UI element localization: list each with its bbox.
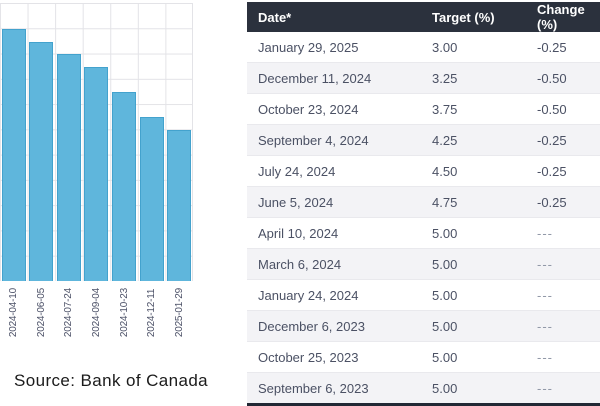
change-cell: -0.25	[537, 194, 567, 210]
date-cell: June 5, 2024	[258, 194, 334, 210]
date-cell: April 10, 2024	[258, 225, 339, 241]
bar-2024-10-23	[112, 92, 137, 281]
target-cell: 5.00	[432, 287, 458, 303]
bar-slot	[28, 4, 56, 281]
x-tick-label-text: 2024-06-05	[35, 288, 47, 338]
x-tick-label: 2024-07-24	[55, 288, 83, 337]
change-cell: -0.25	[537, 39, 567, 55]
bar-slot	[55, 4, 83, 281]
table-row: April 10, 2024 5.00 ---	[247, 217, 600, 249]
target-cell: 4.25	[432, 132, 458, 148]
change-cell: ---	[537, 256, 553, 272]
change-cell: ---	[537, 318, 553, 334]
target-cell: 3.75	[432, 101, 458, 117]
table-row: October 23, 2024 3.75 -0.50	[247, 93, 600, 125]
x-tick-label: 2024-06-05	[28, 288, 56, 337]
x-tick-label-text: 2024-04-10	[8, 288, 20, 338]
change-cell: -0.25	[537, 163, 567, 179]
column-header-date: Date*	[247, 2, 432, 32]
bar-slot	[110, 4, 138, 281]
table-row: December 6, 2023 5.00 ---	[247, 310, 600, 342]
date-cell: July 24, 2024	[258, 163, 336, 179]
target-cell: 5.00	[432, 349, 458, 365]
table-row: December 11, 2024 3.25 -0.50	[247, 62, 600, 94]
date-cell: October 25, 2023	[258, 349, 359, 365]
date-cell: December 11, 2024	[258, 70, 372, 86]
table-row: June 5, 2024 4.75 -0.25	[247, 186, 600, 218]
column-header-change: Change (%)	[537, 2, 600, 32]
target-cell: 5.00	[432, 225, 458, 241]
x-tick-label-text: 2024-12-11	[146, 288, 158, 338]
table-row: October 25, 2023 5.00 ---	[247, 341, 600, 373]
table-row: September 4, 2024 4.25 -0.25	[247, 124, 600, 156]
bar-2024-07-24	[56, 54, 81, 281]
change-cell: -0.25	[537, 132, 567, 148]
table-row: January 24, 2024 5.00 ---	[247, 279, 600, 311]
x-tick-label: 2024-10-23	[110, 288, 138, 337]
target-cell: 4.50	[432, 163, 458, 179]
header-row: Date* Target (%) Change (%)	[247, 2, 600, 32]
table-row: January 29, 2025 3.00 -0.25	[247, 32, 600, 63]
bar-slot	[138, 4, 166, 281]
x-tick-label: 2024-09-04	[83, 288, 111, 337]
policy-rate-bar-chart	[0, 3, 193, 281]
target-cell: 5.00	[432, 380, 458, 396]
change-cell: ---	[537, 225, 553, 241]
bar-2024-06-05	[29, 41, 54, 281]
chart-plot-area	[0, 3, 193, 281]
rate-table: Date* Target (%) Change (%) January 29, …	[247, 2, 600, 406]
date-cell: December 6, 2023	[258, 318, 365, 334]
x-tick-label-text: 2024-10-23	[118, 288, 130, 338]
target-cell: 3.25	[432, 70, 458, 86]
x-tick-label: 2024-12-11	[138, 288, 166, 337]
column-header-target: Target (%)	[432, 2, 537, 32]
date-cell: March 6, 2024	[258, 256, 342, 272]
x-tick-label-text: 2025-01-29	[173, 288, 185, 338]
table-row: March 6, 2024 5.00 ---	[247, 248, 600, 280]
change-cell: ---	[537, 380, 553, 396]
bar-2024-04-10	[1, 29, 26, 281]
bar-slot	[83, 4, 111, 281]
bar-2024-09-04	[84, 66, 109, 281]
x-tick-label: 2024-04-10	[0, 288, 28, 337]
bar-slot	[0, 4, 28, 281]
table-row: July 24, 2024 4.50 -0.25	[247, 155, 600, 187]
date-cell: January 24, 2024	[258, 287, 359, 303]
change-cell: -0.50	[537, 70, 567, 86]
chart-bars	[0, 4, 192, 281]
chart-x-axis-labels: 2024-04-10 2024-06-05 2024-07-24 2024-09-04…	[0, 288, 193, 337]
date-cell: September 6, 2023	[258, 380, 369, 396]
rate-table-header: Date* Target (%) Change (%)	[247, 2, 600, 32]
table-row: September 6, 2023 5.00 ---	[247, 372, 600, 405]
date-cell: January 29, 2025	[258, 39, 359, 55]
target-cell: 5.00	[432, 318, 458, 334]
target-cell: 5.00	[432, 256, 458, 272]
x-tick-label-text: 2024-07-24	[63, 288, 75, 338]
change-cell: ---	[537, 287, 553, 303]
target-cell: 3.00	[432, 39, 458, 55]
bar-slot	[165, 4, 193, 281]
target-cell: 4.75	[432, 194, 458, 210]
bar-2025-01-29	[167, 129, 192, 281]
change-cell: -0.50	[537, 101, 567, 117]
date-cell: September 4, 2024	[258, 132, 369, 148]
x-tick-label-text: 2024-09-04	[90, 288, 102, 338]
date-cell: October 23, 2024	[258, 101, 359, 117]
x-tick-label: 2025-01-29	[165, 288, 193, 337]
source-note: Source: Bank of Canada	[14, 371, 209, 390]
rate-table-body: January 29, 2025 3.00 -0.25 December 11, 20…	[247, 32, 600, 405]
bar-2024-12-11	[139, 117, 164, 281]
change-cell: ---	[537, 349, 553, 365]
